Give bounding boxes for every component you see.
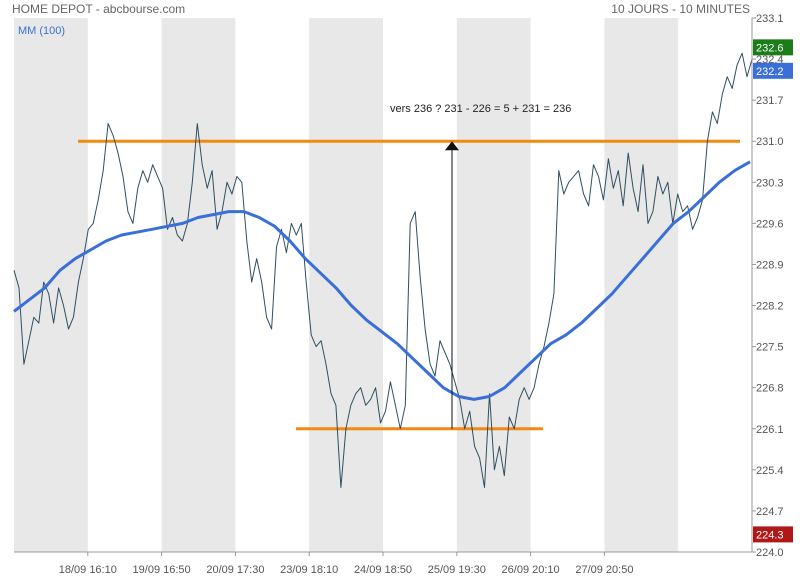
period-label: 10 JOURS - 10 MINUTES — [611, 2, 750, 16]
price-badge-bg — [753, 526, 793, 543]
x-tick-label: 25/09 19:30 — [428, 564, 486, 576]
y-tick-label: 227.5 — [756, 342, 784, 354]
price-badge: 232.2 — [753, 62, 793, 79]
x-tick-label: 26/09 20:10 — [502, 564, 560, 576]
y-tick-label: 228.2 — [756, 301, 784, 313]
y-tick-label: 230.3 — [756, 177, 784, 189]
x-tick-label: 20/09 17:30 — [206, 564, 264, 576]
y-tick-label: 233.1 — [756, 13, 784, 25]
day-shade — [456, 18, 531, 552]
x-tick-label: 27/09 20:50 — [575, 564, 633, 576]
x-tick-label: 18/09 16:10 — [59, 564, 117, 576]
price-badge: 232.6 — [753, 39, 793, 56]
y-tick-label: 231.7 — [756, 95, 784, 107]
y-tick-label: 232.4 — [756, 54, 784, 66]
y-tick-label: 224.0 — [756, 547, 784, 559]
day-shade — [161, 18, 236, 552]
price-series-line — [13, 52, 753, 488]
chart-labels: MM (100) vers 236 ? 231 - 226 = 5 + 231 =… — [18, 25, 793, 543]
instrument-title: HOME DEPOT - abcbourse.com — [12, 2, 186, 16]
x-tick-label: 24/09 18:50 — [354, 564, 412, 576]
y-tick-label: 229.6 — [756, 218, 784, 230]
price-badge-label: 224.3 — [756, 529, 784, 541]
price-badge-bg — [753, 39, 793, 56]
moving-average-legend: MM (100) — [18, 25, 65, 37]
moving-average-line — [13, 160, 751, 401]
series-lines — [13, 52, 753, 488]
price-badge: 224.3 — [753, 526, 793, 543]
y-tick-label: 225.4 — [756, 465, 784, 477]
projection-arrow-head — [445, 141, 459, 151]
x-tick-label: 23/09 18:10 — [280, 564, 338, 576]
y-tick-label: 228.9 — [756, 259, 784, 271]
price-badge-bg — [753, 62, 793, 79]
x-tick-label: 19/09 16:50 — [133, 564, 191, 576]
price-badge-label: 232.2 — [756, 66, 784, 78]
y-tick-label: 231.0 — [756, 136, 784, 148]
y-tick-label: 224.7 — [756, 506, 784, 518]
y-tick-label: 226.8 — [756, 383, 784, 395]
axes: 224.0 224.7 225.4 226.1 226.8 227.5 228.2 228.9… — [14, 13, 784, 576]
y-tick-label: 226.1 — [756, 424, 784, 436]
day-shade — [14, 18, 88, 552]
projection-annotation: vers 236 ? 231 - 226 = 5 + 231 = 236 — [390, 103, 571, 115]
day-shade — [604, 18, 679, 552]
price-badge-label: 232.6 — [756, 42, 784, 54]
day-shade — [309, 18, 383, 552]
day-shading — [14, 18, 679, 552]
